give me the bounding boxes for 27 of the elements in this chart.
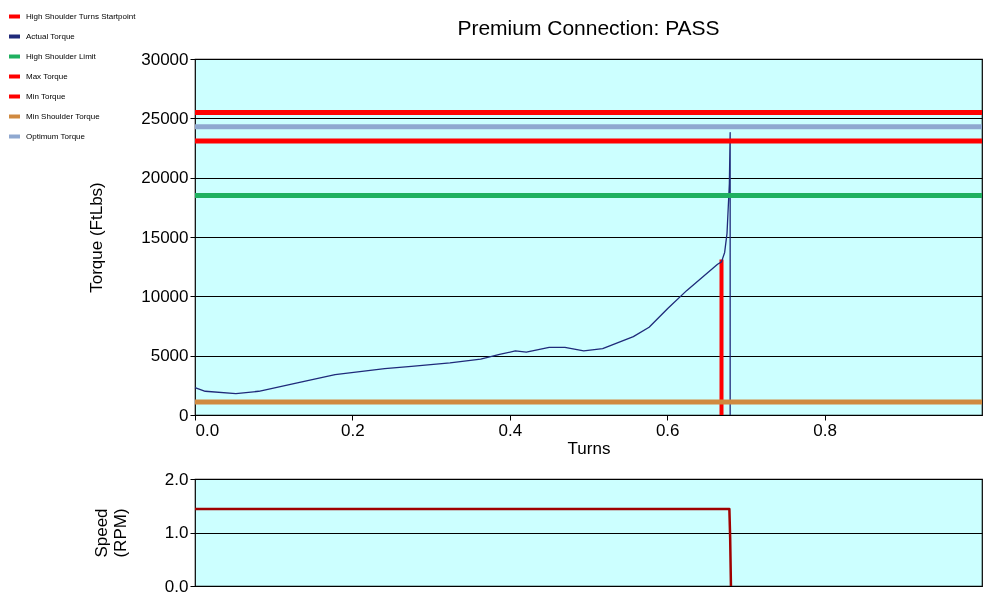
- y-tick-label: 1.0: [164, 523, 189, 542]
- legend-label: Min Shoulder Torque: [26, 111, 101, 121]
- legend-label: Min Torque: [26, 91, 66, 101]
- y-axis-title: Speed (RPM): [91, 508, 130, 558]
- line-series: [194, 131, 731, 416]
- y-tick-label: 30000: [141, 49, 189, 69]
- y-tick-label: 0.0: [164, 576, 189, 596]
- y-tick-label: 0: [179, 405, 189, 425]
- x-tick-label: 0.8: [813, 420, 837, 440]
- legend-label: Max Torque: [26, 71, 69, 81]
- x-tick-label: 0.2: [341, 420, 365, 440]
- y-tick-label: 5000: [150, 346, 189, 366]
- y-tick-label: 20000: [141, 168, 189, 188]
- y-axis-title: Torque (FtLbs): [87, 182, 107, 293]
- y-tick-label: 15000: [141, 227, 189, 247]
- legend-label: Actual Torque: [26, 31, 76, 41]
- x-axis-title: Turns: [567, 438, 611, 458]
- x-tick-label: 0.6: [655, 420, 680, 440]
- legend-label: High Shoulder Turns Startpoint: [26, 11, 137, 21]
- x-tick-label: 0.0: [195, 420, 220, 440]
- chart-title: Premium Connection: PASS: [457, 16, 720, 39]
- y-tick-label: 2.0: [164, 469, 189, 489]
- legend-label: Optimum Torque: [26, 131, 86, 141]
- x-tick-label: 0.4: [498, 420, 523, 440]
- legend-label: High Shoulder Limit: [26, 51, 97, 61]
- y-tick-label: 10000: [141, 286, 189, 306]
- y-tick-label: 25000: [141, 108, 189, 128]
